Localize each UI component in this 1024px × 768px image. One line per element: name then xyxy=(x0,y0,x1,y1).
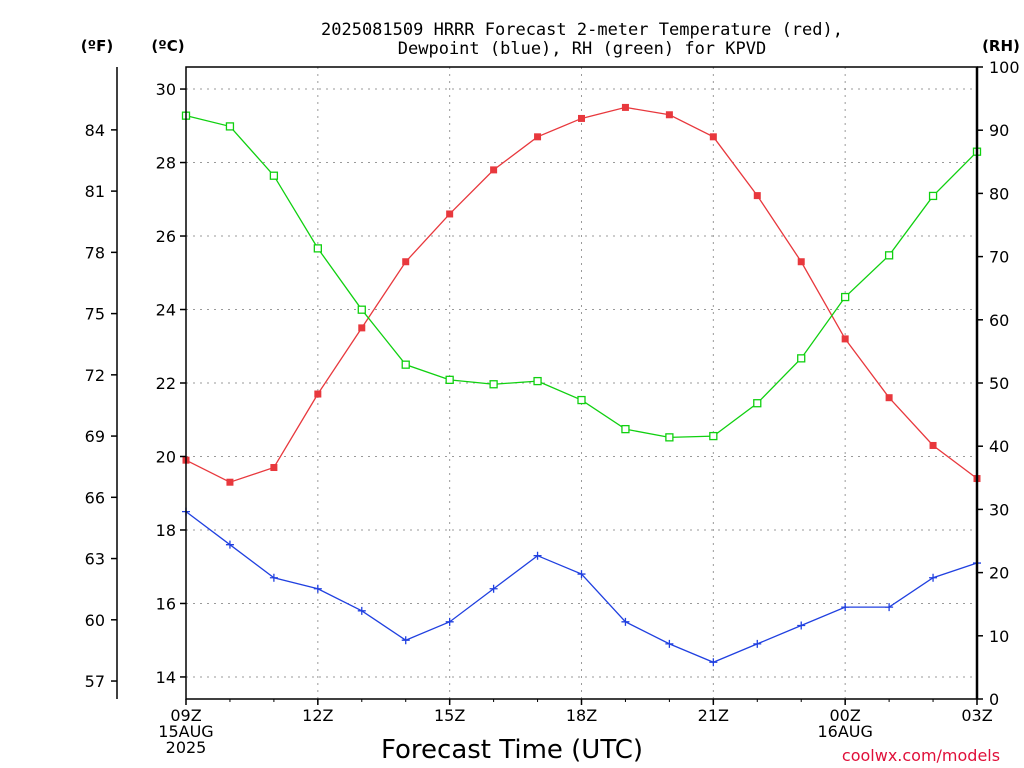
temperature-point xyxy=(578,114,585,122)
rh-tick-label: 20 xyxy=(989,564,1009,583)
rh-point xyxy=(357,305,366,314)
fahrenheit-axis-label: (ºF) xyxy=(81,37,113,55)
rh-point xyxy=(577,395,586,405)
x-tick-label: 03Z xyxy=(961,706,992,725)
celsius-tick-label: 16 xyxy=(156,594,176,613)
temperature-point xyxy=(709,133,717,141)
rh-point xyxy=(269,171,279,180)
dewpoint-point xyxy=(269,573,278,582)
dewpoint-point xyxy=(357,606,366,615)
dewpoint-point xyxy=(489,584,498,593)
dewpoint-point xyxy=(885,603,894,612)
rh-tick-label: 90 xyxy=(989,121,1009,140)
celsius-tick-label: 24 xyxy=(156,301,176,320)
chart-subtitle: Dewpoint (blue), RH (green) for KPVD xyxy=(398,39,766,59)
dewpoint-point xyxy=(401,636,410,645)
fahrenheit-tick-label: 57 xyxy=(85,672,105,691)
temperature-point xyxy=(841,335,849,343)
x-tick-label: 15Z xyxy=(434,706,465,725)
temperature-point xyxy=(226,478,234,486)
temperature-point xyxy=(929,441,937,449)
fahrenheit-tick-label: 69 xyxy=(85,427,105,446)
fahrenheit-tick-label: 72 xyxy=(85,366,105,385)
rh-point xyxy=(884,251,894,260)
temperature-point xyxy=(314,390,322,398)
rh-tick-label: 50 xyxy=(989,374,1009,393)
fahrenheit-tick-label: 84 xyxy=(85,121,105,140)
temperature-point xyxy=(270,464,278,472)
temperature-point xyxy=(534,133,542,141)
dewpoint-point xyxy=(797,621,806,630)
rh-axis-label: (RH) xyxy=(982,37,1020,55)
fahrenheit-tick-label: 81 xyxy=(85,182,105,201)
rh-tick-label: 70 xyxy=(989,248,1009,267)
rh-point xyxy=(665,433,674,442)
celsius-tick-label: 18 xyxy=(156,521,176,540)
dewpoint-point xyxy=(621,617,630,626)
fahrenheit-tick-label: 75 xyxy=(85,305,105,324)
dewpoint-point xyxy=(577,570,586,579)
dewpoint-point xyxy=(929,573,938,582)
dewpoint-point xyxy=(709,658,718,667)
celsius-axis-label: (ºC) xyxy=(151,37,184,55)
temperature-point xyxy=(797,258,805,266)
x-tick-label: 12Z xyxy=(302,706,333,725)
temperature-point xyxy=(753,192,761,200)
rh-point xyxy=(313,244,322,253)
celsius-tick-label: 28 xyxy=(156,154,176,173)
rh-point xyxy=(753,399,762,408)
grid-lines xyxy=(186,67,977,699)
celsius-tick-label: 22 xyxy=(156,374,176,393)
rh-point xyxy=(709,431,718,441)
rh-tick-label: 0 xyxy=(989,690,999,709)
temperature-point xyxy=(358,324,366,332)
fahrenheit-tick-label: 66 xyxy=(85,488,105,507)
rh-tick-label: 80 xyxy=(989,184,1009,203)
dewpoint-point xyxy=(313,584,322,593)
rh-tick-label: 40 xyxy=(989,437,1009,456)
rh-tick-label: 10 xyxy=(989,627,1009,646)
rh-point xyxy=(841,292,850,302)
rh-tick-label: 60 xyxy=(989,311,1009,330)
dewpoint-point xyxy=(841,603,850,612)
dewpoint-point xyxy=(665,639,674,648)
rh-point xyxy=(401,360,410,369)
axes: 14 16 18 20 22 24 26 28 30 57 60 63 66 69 72 75 78 81 84 0 1… xyxy=(85,58,1020,757)
fahrenheit-tick-label: 78 xyxy=(85,243,105,262)
celsius-tick-label: 30 xyxy=(156,80,176,99)
dewpoint-point xyxy=(753,639,762,648)
rh-point xyxy=(621,424,630,434)
temperature-point xyxy=(490,166,498,174)
dewpoint-point xyxy=(445,617,454,626)
celsius-tick-label: 26 xyxy=(156,227,176,246)
temperature-point xyxy=(446,210,454,218)
temperature-point xyxy=(402,258,410,266)
credit-text: coolwx.com/models xyxy=(842,746,1000,765)
rh-tick-label: 30 xyxy=(989,500,1009,519)
x-tick-label: 09Z 15AUG 2025 xyxy=(158,706,213,757)
x-tick-label: 00Z 16AUG xyxy=(817,706,872,741)
dewpoint-point xyxy=(225,540,234,549)
rh-tick-label: 100 xyxy=(989,58,1020,77)
fahrenheit-tick-label: 60 xyxy=(85,611,105,630)
x-axis-title: Forecast Time (UTC) xyxy=(381,735,643,765)
series-layer xyxy=(181,103,982,667)
temperature-point xyxy=(885,394,893,402)
rh-point xyxy=(533,376,542,386)
dewpoint-point xyxy=(533,551,542,560)
celsius-tick-label: 20 xyxy=(156,447,176,466)
celsius-tick-label: 14 xyxy=(156,668,176,687)
rh-point xyxy=(445,375,454,384)
rh-point xyxy=(489,380,498,389)
rh-point xyxy=(225,122,235,131)
x-tick-label: 18Z xyxy=(566,706,597,725)
x-tick-label: 21Z xyxy=(698,706,729,725)
rh-point xyxy=(797,354,806,363)
chart-title: 2025081509 HRRR Forecast 2-meter Tempera… xyxy=(321,20,843,40)
fahrenheit-tick-label: 63 xyxy=(85,550,105,569)
temperature-point xyxy=(621,103,629,111)
rh-point xyxy=(928,191,938,201)
temperature-point xyxy=(665,111,673,119)
